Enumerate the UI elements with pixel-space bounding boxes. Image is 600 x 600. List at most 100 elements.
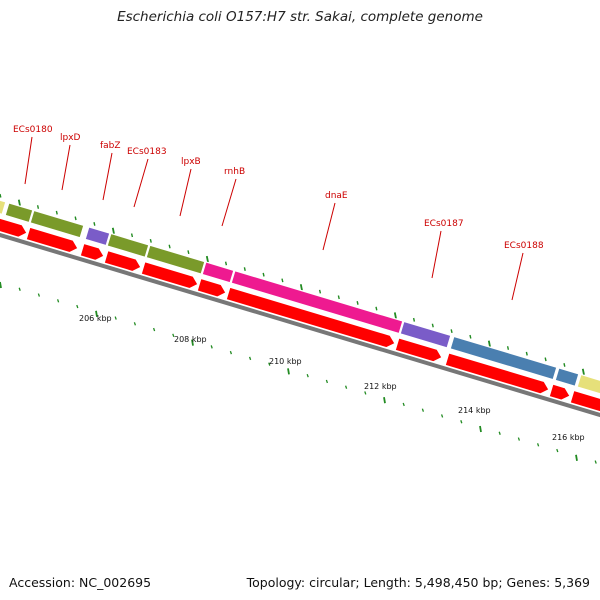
cds-arrow [394, 337, 443, 363]
label-leader [102, 152, 113, 201]
gene-feature [4, 202, 34, 224]
tick-mark [262, 272, 265, 277]
cds-arrow [196, 277, 227, 298]
label-leader [133, 158, 149, 208]
tick-mark [487, 340, 491, 347]
genome-backbone [0, 232, 600, 418]
cds-arrow [140, 260, 199, 290]
scale-tick [268, 362, 271, 366]
scale-tick [364, 391, 367, 395]
tick-mark [149, 238, 152, 243]
map-title: Escherichia coli O157:H7 str. Sakai, com… [117, 9, 483, 25]
scale-tick-marks [0, 281, 597, 464]
scale-tick [114, 316, 117, 320]
backbone-line [0, 232, 600, 418]
scale-tick [421, 408, 425, 412]
scale-tick [325, 379, 329, 384]
gene-label: ECs0188 [504, 241, 544, 251]
gene-label: ECs0183 [127, 147, 167, 157]
scale-tick [498, 431, 501, 435]
tick-mark [55, 210, 58, 215]
scale-tick [344, 385, 348, 389]
gene-feature [449, 335, 558, 381]
gene-label: fabZ [100, 141, 121, 151]
cds-arrow [103, 249, 142, 273]
kbp-label: 216 kbp [552, 433, 585, 442]
tick-mark [563, 363, 566, 367]
scale-tick [229, 350, 233, 355]
kbp-label: 214 kbp [458, 406, 491, 415]
scale-tick [575, 454, 578, 461]
gene-feature [106, 232, 150, 259]
gene-feature [554, 367, 580, 388]
tick-mark [525, 351, 528, 356]
tick-mark [544, 357, 547, 362]
tick-mark [205, 255, 209, 263]
label-leader [221, 178, 237, 227]
scale-tick [56, 299, 60, 303]
tick-mark [431, 323, 434, 328]
scale-tick [172, 333, 175, 338]
scale-tick [248, 356, 252, 361]
scale-tick [594, 460, 597, 464]
gene-label: ECs0187 [424, 219, 464, 229]
label-leader [179, 168, 192, 217]
tick-mark [356, 301, 359, 305]
tick-mark [224, 261, 228, 266]
cds-arrow [79, 242, 105, 262]
tick-mark [130, 233, 134, 238]
scale-tick [536, 443, 540, 447]
kbp-label: 206 kbp [79, 314, 112, 323]
label-leader [24, 136, 33, 185]
label-leader [61, 144, 71, 191]
tick-mark [299, 284, 303, 291]
scale-tick [152, 327, 156, 332]
gene-feature [29, 209, 85, 239]
tick-mark [36, 205, 40, 209]
scale-tick [0, 281, 2, 289]
gene-feature-track [0, 199, 600, 395]
kbp-label: 208 kbp [174, 335, 207, 344]
gene-feature [84, 226, 111, 247]
scale-tick [95, 310, 98, 317]
tick-mark [187, 250, 190, 255]
scale-tick [556, 448, 559, 453]
tick-mark [393, 312, 397, 319]
tick-mark [111, 227, 115, 235]
tick-mark [168, 244, 171, 249]
scale-tick [18, 287, 21, 291]
tick-mark [469, 334, 472, 339]
cds-arrow [25, 226, 79, 254]
gene-feature [399, 320, 452, 349]
scale-tick [517, 437, 521, 441]
cds-arrow-track [0, 217, 600, 413]
label-leader [322, 202, 336, 251]
scale-tick [191, 339, 194, 346]
label-leader-lines [24, 136, 524, 301]
scale-tick [133, 322, 137, 326]
tick-mark [581, 368, 585, 376]
gene-label: dnaE [325, 191, 348, 201]
label-leader [511, 252, 524, 301]
scale-tick [479, 425, 482, 433]
scale-tick [210, 345, 213, 349]
tick-mark [375, 306, 378, 311]
kbp-label: 210 kbp [269, 357, 302, 366]
scale-tick [440, 414, 444, 418]
gene-feature [0, 199, 7, 216]
label-leader [431, 230, 442, 279]
tick-mark [450, 329, 453, 334]
tick-mark [243, 267, 246, 271]
cds-arrow [569, 389, 600, 413]
scale-tick [287, 368, 290, 375]
gene-label: ECs0180 [13, 125, 53, 135]
scale-tick [402, 402, 405, 407]
tick-mark [17, 199, 21, 206]
gene-feature [576, 373, 600, 395]
tick-mark [74, 216, 77, 221]
cds-arrow [0, 217, 28, 238]
cds-arrow [225, 286, 396, 349]
scale-tick [306, 373, 309, 378]
scale-tick [76, 304, 79, 309]
